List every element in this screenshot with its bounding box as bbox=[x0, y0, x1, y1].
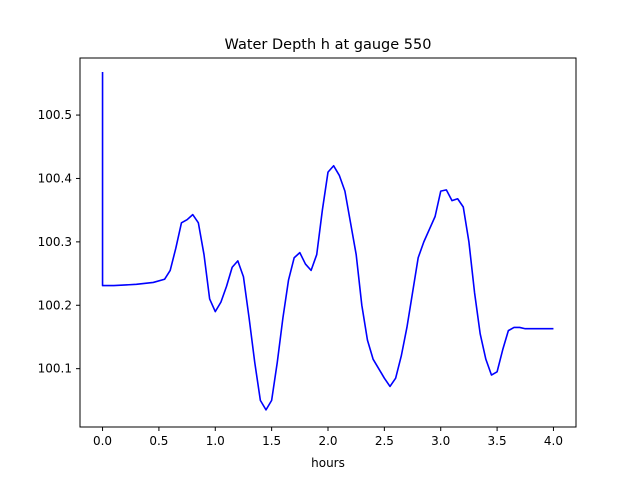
x-tick-label: 2.5 bbox=[375, 434, 394, 448]
x-tick-label: 2.0 bbox=[318, 434, 337, 448]
y-tick-label: 100.3 bbox=[38, 235, 72, 249]
x-tick-label: 1.0 bbox=[206, 434, 225, 448]
x-tick-label: 0.5 bbox=[149, 434, 168, 448]
x-tick-label: 4.0 bbox=[544, 434, 563, 448]
x-tick-label: 3.5 bbox=[488, 434, 507, 448]
y-tick-label: 100.4 bbox=[38, 171, 72, 185]
x-tick-label: 3.0 bbox=[431, 434, 450, 448]
x-tick-label: 1.5 bbox=[262, 434, 281, 448]
y-tick-label: 100.5 bbox=[38, 108, 72, 122]
y-axis-ticks: 100.1 100.2 100.3 100.4 100.5 bbox=[38, 108, 80, 376]
y-tick-label: 100.2 bbox=[38, 298, 72, 312]
y-tick-label: 100.1 bbox=[38, 362, 72, 376]
plot-background bbox=[80, 58, 576, 427]
x-axis-label: hours bbox=[311, 456, 345, 470]
chart-title: Water Depth h at gauge 550 bbox=[225, 37, 432, 53]
x-tick-label: 0.0 bbox=[93, 434, 112, 448]
x-axis-ticks: 0.0 0.5 1.0 1.5 2.0 2.5 3.0 3.5 4.0 bbox=[93, 427, 563, 448]
